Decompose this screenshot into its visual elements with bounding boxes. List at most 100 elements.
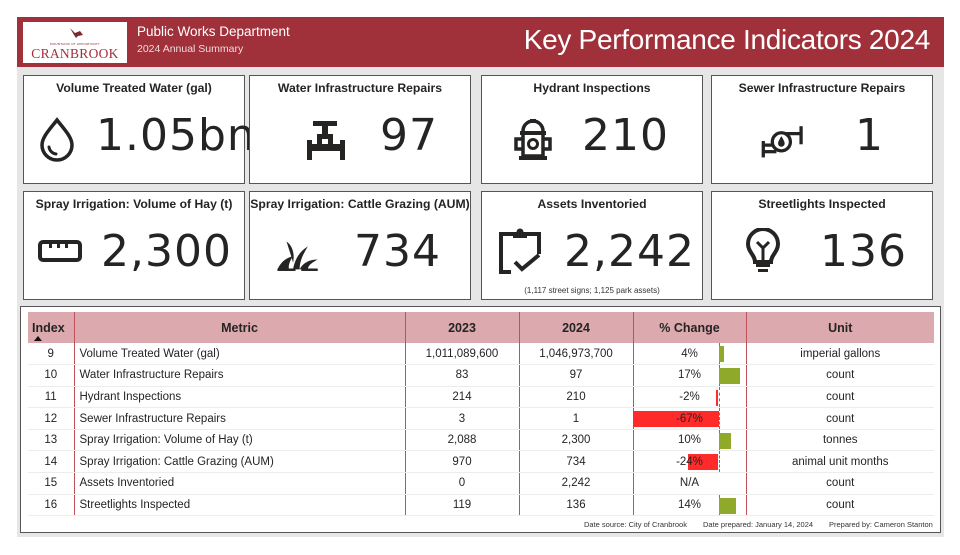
cell-index: 13: [28, 429, 75, 452]
table-row[interactable]: 9 Volume Treated Water (gal) 1,011,089,600…: [28, 343, 934, 366]
change-bar-positive: [718, 497, 737, 514]
bird-icon: [70, 28, 83, 38]
column-header-2023[interactable]: 2023: [405, 312, 520, 343]
report-subtitle: 2024 Annual Summary: [137, 43, 244, 55]
table-row[interactable]: 10 Water Infrastructure Repairs 83 97 17% cou…: [28, 364, 934, 387]
table-row[interactable]: 13 Spray Irrigation: Volume of Hay (t) 2,0…: [28, 429, 934, 452]
cell-unit: imperial gallons: [746, 343, 934, 366]
pct-change-label: 4%: [681, 347, 698, 360]
pct-change-label: 10%: [677, 434, 702, 447]
kpi-card-cattle-grazing: Spray Irrigation: Cattle Grazing (AUM) 7…: [249, 191, 471, 300]
cell-index: 11: [28, 386, 75, 409]
table-row[interactable]: 12 Sewer Infrastructure Repairs 3 1 -67% coun…: [28, 407, 934, 430]
cell-index: 12: [28, 407, 75, 430]
kpi-card-volume-treated-water: Volume Treated Water (gal) 1.05bn: [23, 75, 255, 184]
clipboard-check-icon: [499, 228, 541, 274]
cell-2023: 83: [405, 364, 520, 387]
cell-2024: 1,046,973,700: [519, 343, 634, 366]
table-row[interactable]: 14 Spray Irrigation: Cattle Grazing (AUM)…: [28, 450, 934, 474]
kpi-card-title: Volume Treated Water (gal): [56, 81, 212, 95]
kpi-card-note: (1,117 street signs; 1,125 park assets): [524, 286, 660, 295]
header-banner: MOUNTAINS OF OPPORTUNITY CRANBROOK Publi…: [17, 17, 944, 67]
grass-icon: [277, 241, 318, 271]
sort-ascending-icon: [34, 336, 42, 341]
kpi-card-sewer-infrastructure-repairs: Sewer Infrastructure Repairs 1: [711, 75, 933, 184]
sewer-pump-icon: [761, 126, 803, 158]
cell-2023: 3: [405, 407, 520, 430]
cell-metric: Water Infrastructure Repairs: [74, 364, 406, 387]
column-header-2024[interactable]: 2024: [519, 312, 634, 343]
kpi-table-panel: Index Metric 2023 2024 % Change Unit 9 Vo…: [20, 306, 941, 533]
cell-index: 16: [28, 494, 75, 517]
change-bar-negative: [715, 389, 719, 406]
footer-date-prepared: Date prepared: January 14, 2024: [703, 520, 814, 529]
water-drop-icon: [40, 117, 74, 162]
table-row[interactable]: 11 Hydrant Inspections 214 210 -2% count: [28, 386, 934, 409]
table-row[interactable]: 15 Assets Inventoried 0 2,242 N/A count: [28, 472, 934, 495]
kpi-card-title: Streetlights Inspected: [758, 197, 886, 211]
column-header-metric[interactable]: Metric: [74, 312, 406, 343]
kpi-card-title: Spray Irrigation: Cattle Grazing (AUM): [250, 197, 470, 211]
pipe-valve-icon: [307, 121, 345, 160]
cell-index: 15: [28, 472, 75, 495]
cell-pct-change: -24%: [633, 450, 747, 474]
column-header-unit[interactable]: Unit: [746, 312, 934, 343]
kpi-value: 1: [855, 110, 884, 161]
cell-pct-change: 4%: [633, 343, 747, 366]
cell-pct-change: N/A: [633, 472, 747, 495]
change-bar-axis: [718, 386, 720, 408]
cell-unit: animal unit months: [746, 450, 934, 474]
kpi-card-title: Assets Inventoried: [537, 197, 647, 211]
cell-2024: 2,300: [519, 429, 634, 452]
cell-2023: 214: [405, 386, 520, 409]
cell-metric: Hydrant Inspections: [74, 386, 406, 409]
cell-unit: count: [746, 494, 934, 517]
cell-metric: Volume Treated Water (gal): [74, 343, 406, 366]
kpi-value: 2,300: [101, 226, 232, 277]
cell-2024: 97: [519, 364, 634, 387]
kpi-value: 734: [354, 226, 441, 277]
kpi-card-title: Water Infrastructure Repairs: [277, 81, 443, 95]
column-header-pct-change[interactable]: % Change: [633, 312, 747, 343]
cell-metric: Sewer Infrastructure Repairs: [74, 407, 406, 430]
kpi-card-assets-inventoried: Assets Inventoried 2,242 (1,117 street s…: [481, 191, 703, 300]
pct-change-label: -24%: [676, 455, 703, 468]
cell-2024: 210: [519, 386, 634, 409]
cell-unit: count: [746, 386, 934, 409]
kpi-value: 210: [582, 110, 669, 161]
change-bar-negative: [687, 454, 719, 471]
cell-unit: count: [746, 364, 934, 387]
cranbrook-logo: MOUNTAINS OF OPPORTUNITY CRANBROOK: [23, 22, 127, 63]
kpi-value: 136: [820, 226, 907, 277]
kpi-card-streetlights-inspected: Streetlights Inspected 136: [711, 191, 933, 300]
kpi-card-volume-of-hay: Spray Irrigation: Volume of Hay (t) 2,30…: [23, 191, 245, 300]
cell-pct-change: 14%: [633, 494, 747, 517]
pct-change-label: 14%: [677, 498, 702, 511]
cell-metric: Spray Irrigation: Cattle Grazing (AUM): [74, 450, 406, 474]
cell-2024: 136: [519, 494, 634, 517]
cell-pct-change: -67%: [632, 407, 747, 430]
cell-2023: 119: [405, 494, 520, 517]
cell-unit: count: [746, 472, 934, 495]
pct-change-label: N/A: [679, 477, 700, 490]
table-header-row: Index Metric 2023 2024 % Change Unit: [28, 312, 934, 343]
cell-pct-change: 10%: [633, 429, 747, 452]
pct-change-label: -67%: [676, 412, 703, 425]
cell-2024: 1: [519, 407, 634, 430]
cell-pct-change: 17%: [633, 364, 747, 387]
kpi-card-hydrant-inspections: Hydrant Inspections 210: [481, 75, 703, 184]
pct-change-label: -2%: [679, 390, 700, 403]
cell-pct-change: -2%: [633, 386, 747, 409]
column-header-index[interactable]: Index: [28, 312, 75, 343]
change-bar-positive: [718, 346, 724, 362]
change-bar-positive: [718, 368, 741, 385]
pct-change-label: 17%: [677, 369, 702, 382]
lightbulb-icon: [745, 228, 781, 272]
cell-2024: 734: [519, 450, 634, 474]
change-bar-axis: [718, 408, 720, 429]
department-name: Public Works Department: [137, 24, 290, 39]
footer-data-source: Date source: City of Cranbrook: [584, 520, 687, 529]
cell-2023: 1,011,089,600: [405, 343, 520, 366]
cell-index: 10: [28, 364, 75, 387]
table-row[interactable]: 16 Streetlights Inspected 119 136 14% count: [28, 494, 934, 517]
